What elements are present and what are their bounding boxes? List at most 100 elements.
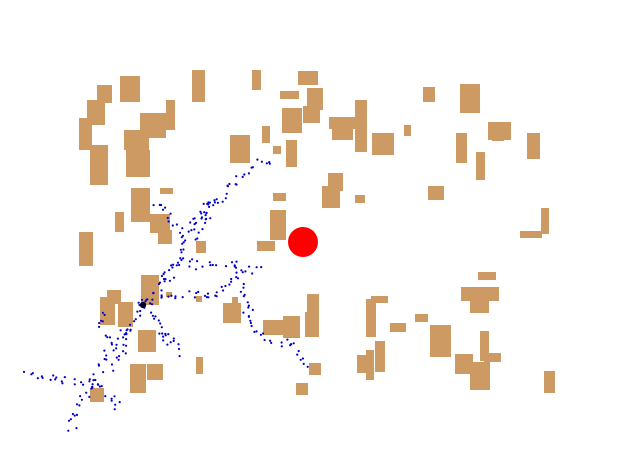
tree-node (168, 279, 171, 282)
obstacle-block (404, 125, 411, 136)
tree-node (122, 350, 125, 353)
tree-node (160, 296, 163, 299)
tree-node (222, 289, 225, 292)
tree-node (169, 341, 172, 344)
tree-node (206, 292, 210, 295)
tree-node (194, 268, 198, 271)
tree-node (98, 321, 101, 325)
tree-node (213, 201, 216, 204)
obstacle-block (79, 232, 93, 266)
tree-node (212, 204, 215, 207)
tree-node (221, 200, 224, 203)
tree-node (91, 386, 94, 389)
tree-node (30, 373, 33, 376)
tree-node (159, 322, 162, 325)
tree-node (302, 362, 305, 365)
tree-node (242, 311, 245, 314)
tree-node (248, 265, 251, 268)
tree-node (161, 332, 164, 335)
tree-node (110, 363, 114, 366)
tree-node (144, 300, 147, 303)
tree-node (259, 333, 262, 336)
obstacle-block (375, 341, 385, 372)
tree-node (172, 339, 175, 343)
tree-node (60, 380, 63, 383)
start-marker (139, 301, 147, 309)
obstacle-block (130, 364, 146, 393)
tree-node (98, 385, 101, 388)
tree-node (126, 328, 129, 331)
tree-node (106, 336, 109, 339)
tree-node (122, 336, 125, 339)
tree-node (171, 266, 174, 269)
tree-node (250, 166, 253, 169)
tree-node (177, 343, 180, 346)
tree-node (201, 228, 204, 231)
tree-node (251, 272, 254, 275)
tree-node (197, 231, 200, 234)
obstacle-block (544, 371, 555, 393)
tree-node (175, 264, 178, 267)
tree-node (243, 173, 246, 176)
tree-node (280, 341, 283, 344)
tree-node (236, 277, 240, 280)
tree-node (172, 337, 175, 340)
tree-node (73, 383, 76, 386)
tree-node (286, 338, 289, 341)
obstacle-block (328, 173, 343, 191)
tree-node (175, 223, 178, 226)
tree-node (174, 295, 177, 298)
tree-node (233, 264, 236, 267)
tree-node (129, 329, 132, 332)
tree-node (133, 320, 136, 323)
tree-node (228, 182, 231, 186)
tree-node (161, 208, 165, 211)
obstacle-block (230, 135, 250, 163)
tree-node (88, 380, 91, 383)
tree-node (203, 211, 206, 214)
tree-node (63, 376, 66, 379)
obstacle-block (476, 152, 485, 180)
tree-node (164, 334, 167, 337)
obstacle-block (390, 323, 406, 332)
tree-node (247, 172, 250, 175)
goal-marker (288, 227, 318, 257)
tree-node (67, 429, 70, 432)
tree-node (188, 260, 191, 263)
tree-node-layer (22, 158, 309, 432)
tree-node (207, 203, 210, 206)
tree-node (49, 378, 52, 381)
tree-node (172, 263, 175, 266)
tree-node (182, 248, 185, 251)
tree-node (265, 162, 268, 165)
tree-node (36, 377, 39, 380)
tree-node (151, 298, 154, 301)
tree-node (137, 301, 140, 304)
tree-node (170, 294, 173, 297)
tree-node (205, 217, 208, 220)
obstacle-block (298, 71, 318, 85)
tree-node (113, 395, 116, 398)
tree-node (75, 403, 79, 406)
tree-node (250, 324, 253, 328)
tree-node (181, 242, 184, 245)
tree-node (122, 343, 125, 346)
obstacle-block (263, 320, 283, 335)
obstacle-block (305, 312, 319, 337)
obstacle-block (280, 91, 299, 99)
obstacle-block (460, 84, 480, 113)
tree-node (152, 292, 155, 295)
tree-node (166, 343, 169, 346)
tree-node (190, 229, 193, 232)
tree-node (290, 343, 293, 346)
tree-node (104, 334, 107, 337)
tree-node (253, 330, 256, 333)
tree-node (182, 257, 185, 260)
tree-node (249, 321, 252, 325)
tree-node (216, 201, 219, 204)
tree-node (209, 217, 212, 220)
obstacle-block (270, 210, 286, 240)
tree-node (215, 198, 218, 201)
tree-node (247, 306, 250, 309)
tree-node (180, 258, 183, 262)
